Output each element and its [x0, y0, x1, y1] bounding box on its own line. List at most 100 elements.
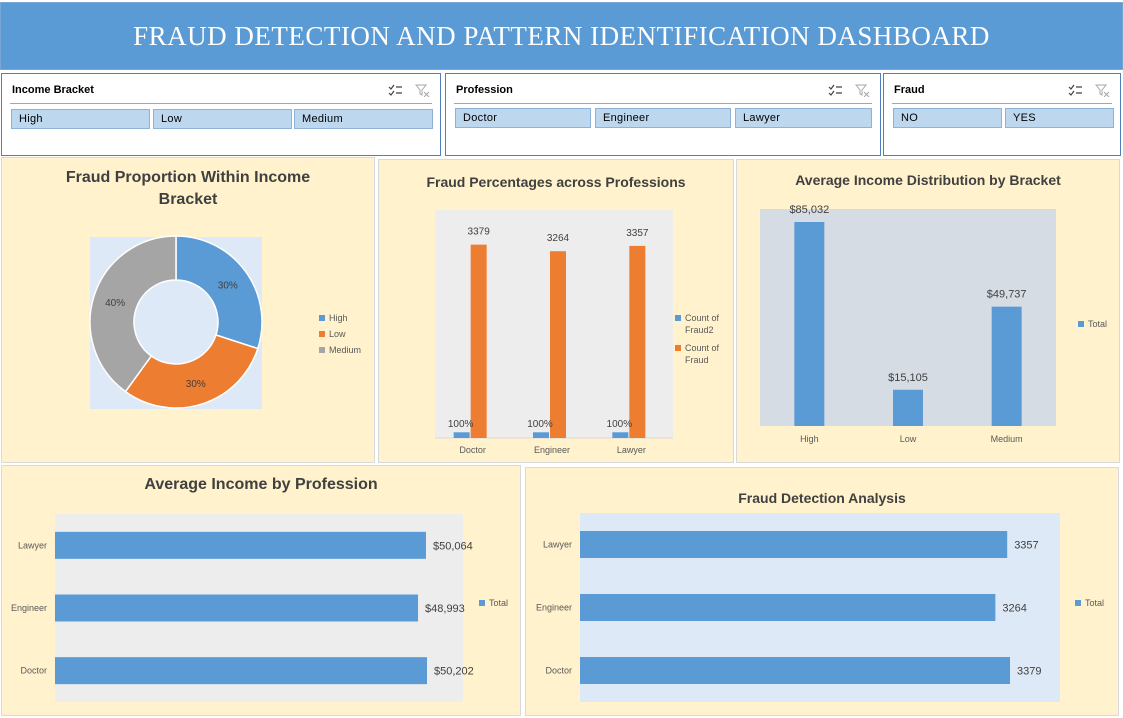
- income-bracket-slicer: Income Bracket High Low Medium: [1, 73, 441, 156]
- bar-lawyer: [55, 531, 426, 559]
- data-label: 30%: [186, 379, 206, 390]
- tick-label: Lawyer: [617, 445, 646, 455]
- tick-label: Engineer: [11, 603, 47, 613]
- data-label: 3264: [547, 233, 570, 244]
- data-label: 3379: [468, 227, 491, 238]
- slicer-icons: [1068, 84, 1110, 97]
- donut-slice-low: [124, 334, 259, 409]
- data-label: $48,993: [425, 603, 465, 615]
- slicer-option-lawyer[interactable]: Lawyer: [735, 108, 872, 128]
- legend-item-high: High: [319, 312, 361, 324]
- fraud-percentages-panel: Fraud Percentages across Professions 337…: [378, 159, 734, 463]
- data-label: 100%: [527, 419, 553, 430]
- fraud-slicer: Fraud NO YES: [883, 73, 1121, 156]
- income-distribution-panel: Average Income Distribution by Bracket $…: [736, 159, 1120, 463]
- dashboard-title: FRAUD DETECTION AND PATTERN IDENTIFICATI…: [133, 20, 990, 51]
- data-label: 3379: [1017, 666, 1041, 678]
- bar-count-of-fraud2-doctor: [453, 432, 470, 438]
- tick-label: Doctor: [20, 666, 47, 676]
- data-label: $85,032: [789, 204, 829, 216]
- slicer-title: Profession: [456, 84, 513, 96]
- tick-label: Lawyer: [18, 540, 47, 550]
- bar-lawyer: [580, 531, 1008, 558]
- multi-select-icon[interactable]: [1068, 84, 1083, 97]
- fraud-detection-chart: 3357 Lawyer 3264 Engineer 3379 Doctor: [536, 513, 1060, 702]
- bar-count-of-fraud-doctor: [470, 244, 487, 438]
- multi-select-icon[interactable]: [388, 84, 403, 97]
- fraud-detection-panel: Fraud Detection Analysis 3357 Lawyer 3264 E…: [525, 467, 1119, 716]
- chart-title: Average Income by Profession: [144, 476, 378, 493]
- legend-item-low: Low: [319, 328, 361, 340]
- slicer-option-engineer[interactable]: Engineer: [595, 108, 731, 128]
- profession-slicer: Profession Doctor Engineer Lawyer: [445, 73, 881, 156]
- donut-slice-medium: [89, 235, 177, 393]
- slicer-header: Fraud: [892, 82, 1112, 104]
- income-by-profession-panel: Average Income by Profession $50,064 Lawy…: [1, 465, 521, 716]
- tick-label: Engineer: [536, 603, 572, 613]
- chart-title: Fraud Proportion Within Income Bracket: [65, 169, 311, 208]
- slicer-header: Income Bracket: [10, 82, 432, 104]
- fraud-proportion-panel: Fraud Proportion Within Income Bracket 3…: [1, 157, 375, 463]
- clear-filter-icon[interactable]: [1095, 84, 1110, 97]
- chart-title: Fraud Detection Analysis: [738, 490, 906, 506]
- tick-label: Engineer: [534, 445, 570, 455]
- data-label: $49,737: [987, 289, 1027, 301]
- chart-legend: Total: [1075, 597, 1104, 615]
- slicer-option-yes[interactable]: YES: [1005, 108, 1114, 128]
- chart-legend: Count of Fraud2 Count of Fraud: [675, 312, 731, 372]
- slicer-header: Profession: [454, 82, 872, 104]
- legend-item-total: Total: [1078, 318, 1107, 330]
- slicer-option-doctor[interactable]: Doctor: [455, 108, 591, 128]
- clear-filter-icon[interactable]: [415, 84, 430, 97]
- chart-title: Average Income Distribution by Bracket: [795, 172, 1061, 188]
- donut-slice-high: [175, 235, 263, 350]
- slicer-option-high[interactable]: High: [11, 109, 150, 129]
- data-label: 30%: [218, 280, 238, 291]
- bar-doctor: [580, 657, 1010, 684]
- income-distribution-chart: $85,032 High $15,105 Low $49,737 Medium: [760, 204, 1056, 444]
- legend-item-total: Total: [1075, 597, 1104, 609]
- slicer-title: Fraud: [894, 84, 925, 96]
- data-label: $15,105: [888, 372, 928, 384]
- income-by-profession-chart: $50,064 Lawyer $48,993 Engineer $50,202 Docto…: [11, 514, 474, 702]
- legend-item-total: Total: [479, 597, 508, 609]
- slicer-option-low[interactable]: Low: [153, 109, 292, 129]
- data-label: 100%: [607, 419, 633, 430]
- tick-label: Lawyer: [543, 540, 572, 550]
- tick-label: Low: [900, 434, 917, 444]
- slicer-option-no[interactable]: NO: [893, 108, 1002, 128]
- bar-low: [893, 389, 923, 426]
- legend-item-count-of-fraud2: Count of Fraud2: [675, 312, 731, 336]
- data-label: $50,064: [433, 540, 473, 552]
- data-label: $50,202: [434, 666, 474, 678]
- bar-count-of-fraud-lawyer: [629, 245, 646, 438]
- donut-chart: 30% 30% 40%: [89, 235, 263, 409]
- bar-medium: [991, 306, 1022, 426]
- chart-title: Fraud Percentages across Professions: [426, 174, 686, 190]
- bar-doctor: [55, 657, 427, 685]
- data-label: 3357: [1014, 540, 1038, 552]
- legend-item-medium: Medium: [319, 344, 361, 356]
- clear-filter-icon[interactable]: [855, 84, 870, 97]
- multi-select-icon[interactable]: [828, 84, 843, 97]
- slicer-option-medium[interactable]: Medium: [294, 109, 433, 129]
- data-label: 40%: [105, 298, 125, 309]
- data-label: 3357: [626, 228, 649, 239]
- tick-label: Medium: [991, 434, 1023, 444]
- bar-engineer: [55, 594, 419, 622]
- legend-item-count-of-fraud: Count of Fraud: [675, 342, 731, 366]
- tick-label: Doctor: [545, 666, 572, 676]
- chart-legend: Total: [479, 597, 508, 615]
- bar-high: [794, 222, 825, 426]
- data-label: 100%: [448, 419, 474, 430]
- bar-engineer: [580, 594, 996, 621]
- slicer-title: Income Bracket: [12, 84, 94, 96]
- chart-legend: High Low Medium: [319, 312, 361, 362]
- tick-label: High: [800, 434, 819, 444]
- bar-count-of-fraud-engineer: [550, 251, 566, 438]
- chart-legend: Total: [1078, 318, 1107, 336]
- tick-label: Doctor: [459, 445, 486, 455]
- bar-count-of-fraud2-engineer: [533, 432, 549, 438]
- data-label: 3264: [1002, 603, 1026, 615]
